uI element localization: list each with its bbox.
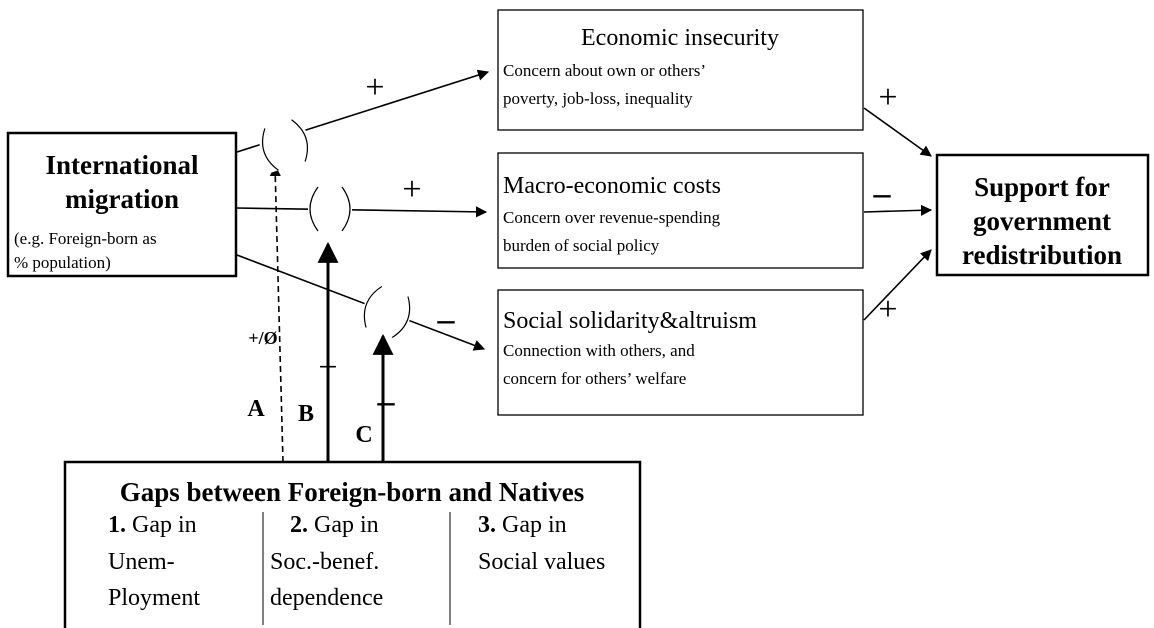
gap-text: Gap in: [314, 512, 379, 538]
node-title: Economic insecurity: [581, 25, 779, 51]
gap-line: 2. Gap in: [290, 512, 379, 538]
node-description: concern for others’ welfare: [503, 369, 686, 388]
gaps-box: [63, 460, 642, 628]
node-description: burden of social policy: [503, 236, 660, 255]
node-title: Social solidarity&altruism: [503, 308, 757, 334]
macro-box: [497, 152, 864, 269]
node-note: % population): [14, 253, 111, 272]
moderator-bracket: [356, 282, 418, 342]
edges: [236, 69, 933, 463]
economic-box: [497, 9, 864, 131]
gap-line: dependence: [270, 585, 383, 611]
moderator-sign: –: [377, 383, 396, 420]
edge-label: +: [878, 79, 897, 116]
gap-number: 3.: [478, 512, 496, 538]
gap-text: Gap in: [132, 512, 197, 538]
gap-line: Unem-: [108, 549, 175, 575]
node-title: Support for: [974, 172, 1110, 202]
edge: [863, 249, 932, 321]
gap-line: Ployment: [108, 585, 200, 611]
gap-number: 1.: [108, 512, 126, 538]
node-note: (e.g. Foreign-born as: [14, 229, 157, 248]
moderator-name: C: [355, 422, 372, 448]
gaps-title: Gaps between Foreign-born and Natives: [120, 477, 585, 507]
edge-label: –: [873, 175, 892, 212]
gap-text: Gap in: [502, 512, 567, 538]
gap-line: 1. Gap in: [108, 512, 197, 538]
moderator-name: B: [298, 401, 314, 427]
node-title: government: [973, 206, 1111, 236]
gap-number: 2.: [290, 512, 308, 538]
edge: [236, 206, 488, 218]
node-title: International: [45, 150, 199, 180]
gap-line: Social values: [478, 549, 605, 575]
edge-label: –: [437, 301, 456, 338]
moderator-bracket: [255, 116, 315, 174]
moderator-arrow: [269, 164, 284, 463]
edge: [863, 204, 933, 216]
support-box: [935, 153, 1150, 277]
node-title: redistribution: [962, 240, 1122, 270]
moderator-sign: +/Ø: [248, 328, 277, 348]
edge-label: +: [365, 69, 384, 106]
edge: [863, 107, 932, 157]
edge-label: +: [878, 291, 897, 328]
edge-label: +: [402, 171, 421, 208]
node-description: Concern about own or others’: [503, 61, 706, 80]
moderator-name: A: [247, 396, 265, 422]
migration-box: [6, 131, 238, 278]
moderator-bracket: [308, 186, 352, 232]
node-title: Macro-economic costs: [503, 173, 721, 199]
gap-line: 3. Gap in: [478, 512, 567, 538]
node-description: Concern over revenue-spending: [503, 208, 721, 227]
node-title: migration: [65, 184, 179, 214]
node-description: Connection with others, and: [503, 341, 695, 360]
node-description: poverty, job-loss, inequality: [503, 89, 693, 108]
moderator-sign: +: [318, 349, 337, 386]
social-box: [497, 289, 864, 416]
gap-line: Soc.-benef.: [270, 549, 379, 575]
